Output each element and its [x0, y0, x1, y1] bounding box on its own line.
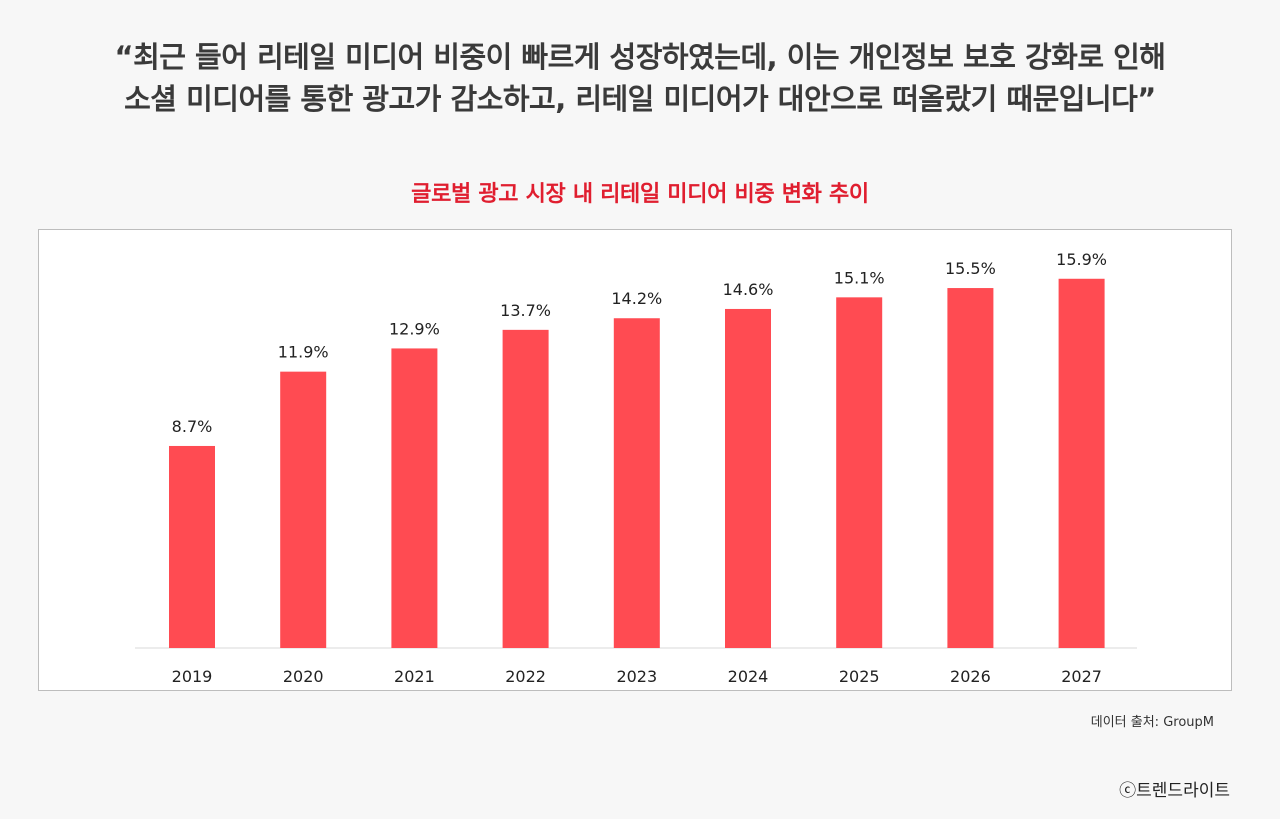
bar-2020	[280, 371, 327, 648]
data-label-2021: 12.9%	[389, 319, 440, 338]
bar-2019	[169, 445, 215, 648]
quote-line-2: 소셜 미디어를 통한 광고가 감소하고, 리테일 미디어가 대안으로 떠올랐기 …	[124, 82, 1156, 116]
x-tick-2020: 2020	[283, 667, 324, 686]
data-source-note: 데이터 출처: GroupM	[1090, 715, 1214, 730]
x-tick-2025: 2025	[839, 667, 880, 686]
x-tick-2027: 2027	[1061, 667, 1102, 686]
data-label-2026: 15.5%	[945, 259, 996, 278]
data-label-2024: 14.6%	[723, 280, 774, 299]
x-tick-2019: 2019	[172, 667, 213, 686]
data-label-2023: 14.2%	[611, 289, 662, 308]
quote-line-1: “최근 들어 리테일 미디어 비중이 빠르게 성장하였는데, 이는 개인정보 보…	[114, 40, 1166, 74]
headline-quote: “최근 들어 리테일 미디어 비중이 빠르게 성장하였는데, 이는 개인정보 보…	[0, 36, 1280, 120]
bar-2023	[613, 318, 660, 648]
data-label-2020: 11.9%	[278, 343, 329, 362]
bar-2025	[836, 297, 883, 648]
x-tick-2021: 2021	[394, 667, 435, 686]
copyright-mark: ⓒ트렌드라이트	[1119, 781, 1230, 801]
data-label-2019: 8.7%	[172, 417, 213, 436]
x-tick-2026: 2026	[950, 667, 991, 686]
data-label-2022: 13.7%	[500, 301, 551, 320]
bar-chart: 8.7% 2019 11.9% 2020 12.9% 2021 13.7% 2022 14.2%…	[135, 250, 1137, 686]
bar-2024	[725, 308, 771, 648]
bar-chart-panel: 8.7% 2019 11.9% 2020 12.9% 2021 13.7% 2022 14.2%…	[38, 229, 1232, 691]
x-tick-2023: 2023	[616, 667, 657, 686]
x-tick-2022: 2022	[505, 667, 546, 686]
chart-title: 글로벌 광고 시장 내 리테일 미디어 비중 변화 추이	[411, 182, 869, 207]
x-tick-2024: 2024	[728, 667, 769, 686]
bar-2021	[391, 348, 438, 648]
bar-2026	[947, 288, 994, 648]
data-label-2025: 15.1%	[834, 268, 885, 287]
bar-2027	[1058, 278, 1105, 648]
data-label-2027: 15.9%	[1056, 250, 1107, 269]
bar-2022	[502, 329, 549, 648]
